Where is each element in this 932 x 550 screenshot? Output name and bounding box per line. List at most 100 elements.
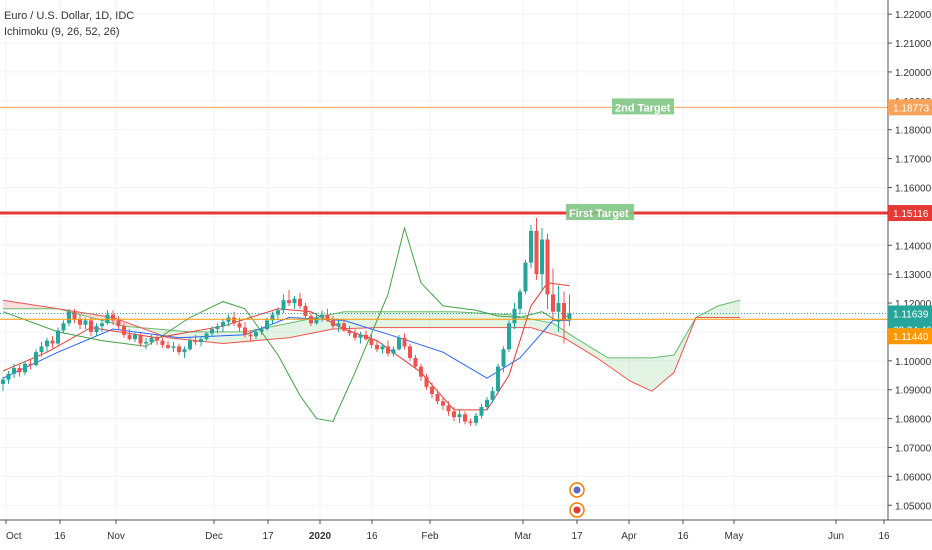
candle-body	[331, 320, 335, 327]
cloud-segment	[646, 357, 652, 392]
time-tick-label: 2020	[309, 531, 332, 542]
time-tick-label: 16	[878, 531, 890, 542]
cloud-segment	[3, 300, 9, 309]
cloud-segment	[8, 301, 14, 309]
candle-body	[529, 230, 533, 263]
candle-body	[83, 320, 88, 325]
candle-body	[320, 314, 324, 318]
cloud-segment	[223, 331, 229, 344]
candle-body	[265, 320, 269, 330]
second-target-annotation: 2nd Target	[612, 98, 674, 115]
candle-body	[364, 334, 368, 340]
price-tick-label: 1.22000	[895, 10, 932, 21]
candle-body	[100, 323, 104, 327]
badge-bg	[888, 99, 932, 116]
grid-lines	[0, 0, 888, 520]
time-tick-label: Feb	[421, 531, 439, 542]
candle-body	[89, 320, 93, 332]
economic-events	[569, 482, 585, 518]
cloud-segment	[481, 313, 487, 328]
candle-body	[496, 366, 500, 392]
candle-body	[232, 317, 236, 324]
candlesticks	[1, 217, 572, 426]
candle-body	[259, 329, 264, 332]
candle-body	[402, 337, 407, 347]
time-tick-label: Dec	[205, 531, 223, 542]
badge-text: 1.18773	[893, 103, 930, 114]
cloud-segment	[674, 345, 680, 373]
candle-body	[507, 323, 511, 350]
candle-body	[210, 329, 214, 334]
cloud-segment	[476, 312, 482, 328]
price-tick-label: 1.07000	[895, 443, 932, 454]
candle-body	[336, 323, 341, 327]
cloud-segment	[536, 320, 542, 331]
current-price-badges: 1.1163923:34:401.11440	[888, 305, 932, 345]
candle-body	[67, 311, 71, 324]
candle-body	[116, 320, 121, 327]
time-tick-label: Oct	[6, 531, 22, 542]
candle-body	[17, 368, 22, 373]
candle-body	[441, 401, 445, 406]
cloud-segment	[487, 313, 493, 328]
cloud-segment	[459, 312, 465, 328]
price-tick-label: 1.13000	[895, 270, 932, 281]
cloud-segment	[360, 311, 366, 329]
candle-body	[72, 311, 77, 319]
cloud-segment	[707, 308, 713, 318]
candle-body	[463, 414, 467, 422]
candle-body	[193, 340, 198, 343]
kijun-price-label: 1.11440	[893, 332, 929, 343]
time-tick-label: 17	[571, 531, 583, 542]
candle-body	[397, 337, 401, 350]
candle-body	[199, 339, 203, 343]
candle-body	[391, 349, 396, 354]
candle-body	[276, 310, 280, 315]
candle-body	[292, 298, 297, 304]
candle-body	[556, 303, 561, 312]
candle-body	[325, 314, 330, 321]
candle-body	[144, 342, 148, 344]
price-tick-label: 1.10000	[895, 357, 932, 368]
event-dot-icon	[573, 506, 581, 514]
price-tick-label: 1.09000	[895, 386, 932, 397]
candle-body	[523, 262, 528, 292]
candle-body	[215, 326, 220, 330]
candle-body	[353, 333, 357, 338]
candle-body	[408, 346, 412, 358]
price-tick-label: 1.14000	[895, 241, 932, 252]
price-tick-label: 1.16000	[895, 183, 932, 194]
candle-body	[23, 363, 27, 373]
candle-body	[1, 379, 5, 384]
candle-body	[243, 327, 247, 335]
cloud-segment	[267, 326, 273, 340]
cloud-segment	[212, 331, 218, 343]
badge-text: 1.15116	[893, 209, 929, 220]
candle-body	[270, 314, 275, 321]
candle-body	[45, 340, 49, 347]
candle-body	[56, 330, 60, 344]
candle-body	[540, 239, 544, 275]
candle-body	[424, 376, 429, 387]
candle-body	[457, 414, 462, 418]
indicator-label: Ichimoku (9, 26, 52, 26)	[4, 26, 120, 38]
candle-body	[567, 313, 572, 321]
price-tick-label: 1.18000	[895, 126, 932, 137]
annotation-label: 2nd Target	[615, 102, 671, 114]
candle-body	[188, 340, 192, 350]
price-tick-label: 1.08000	[895, 415, 932, 426]
candle-body	[375, 344, 379, 350]
candle-body	[61, 323, 66, 331]
candle-body	[127, 334, 132, 340]
cloud-segment	[283, 323, 289, 339]
time-tick-label: Mar	[514, 531, 532, 542]
candle-body	[512, 308, 517, 324]
cloud-segment	[349, 311, 355, 329]
first-target-price-badge: 1.15116	[888, 205, 932, 222]
time-tick-label: May	[725, 531, 744, 542]
candle-body	[254, 331, 258, 337]
cloud-segment	[294, 320, 300, 337]
candle-body	[551, 294, 555, 312]
candle-body	[452, 411, 456, 418]
